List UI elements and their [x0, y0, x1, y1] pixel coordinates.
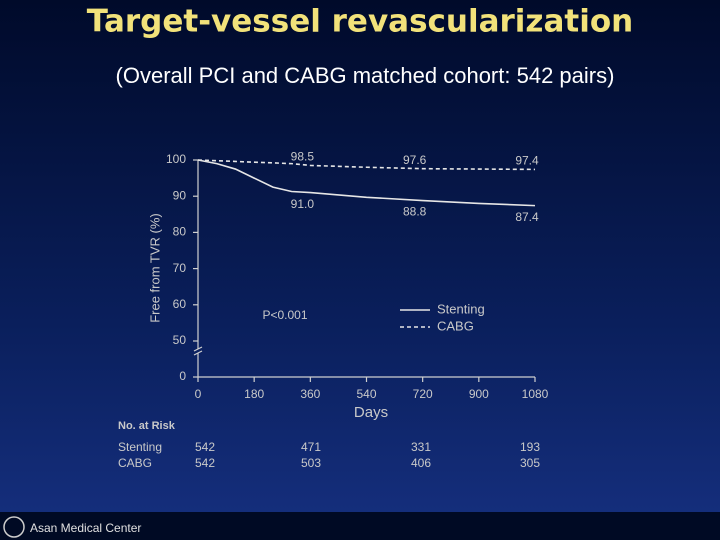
value-label: 98.5 [291, 150, 315, 164]
title: Target-vessel revascularization [87, 4, 633, 40]
risk-value: 542 [195, 440, 215, 454]
y-axis-label: Free from TVR (%) [147, 213, 162, 323]
risk-value: 193 [520, 440, 540, 454]
axis-break [193, 346, 203, 352]
x-tick-label: 720 [413, 387, 433, 401]
legend-label: Stenting [437, 301, 485, 316]
risk-value: 542 [195, 456, 215, 470]
value-label: 87.4 [515, 210, 539, 224]
risk-value: 331 [411, 440, 431, 454]
y-tick-label: 100 [166, 152, 186, 166]
x-tick-label: 0 [195, 387, 202, 401]
y-tick-label: 0 [179, 369, 186, 383]
footer: Asan Medical Center [30, 521, 141, 535]
x-tick-label: 360 [300, 387, 320, 401]
series-line [197, 159, 536, 207]
y-tick-label: 70 [173, 261, 187, 275]
value-label: 97.4 [515, 154, 539, 168]
y-tick-label: 80 [173, 225, 187, 239]
subtitle: (Overall PCI and CABG matched cohort: 54… [116, 63, 615, 88]
series-line [197, 159, 536, 171]
x-tick-label: 540 [356, 387, 376, 401]
risk-row-label: CABG [118, 456, 152, 470]
risk-title: No. at Risk [118, 420, 176, 432]
legend-label: CABG [437, 318, 474, 333]
value-label: 91.0 [291, 197, 315, 211]
x-tick-label: 1080 [522, 387, 549, 401]
x-tick-label: 900 [469, 387, 489, 401]
y-tick-label: 50 [173, 333, 187, 347]
risk-value: 503 [301, 456, 321, 470]
risk-value: 471 [301, 440, 321, 454]
y-tick-label: 90 [173, 188, 187, 202]
y-tick-label: 60 [173, 297, 187, 311]
risk-value: 406 [411, 456, 431, 470]
risk-value: 305 [520, 456, 540, 470]
risk-row-label: Stenting [118, 440, 162, 454]
footer-bar [0, 512, 720, 540]
value-label: 88.8 [403, 205, 427, 219]
value-label: 97.6 [403, 153, 427, 167]
annotation: P<0.001 [262, 308, 307, 322]
logo [3, 516, 25, 538]
x-axis-label: Days [354, 404, 388, 421]
x-tick-label: 180 [244, 387, 264, 401]
